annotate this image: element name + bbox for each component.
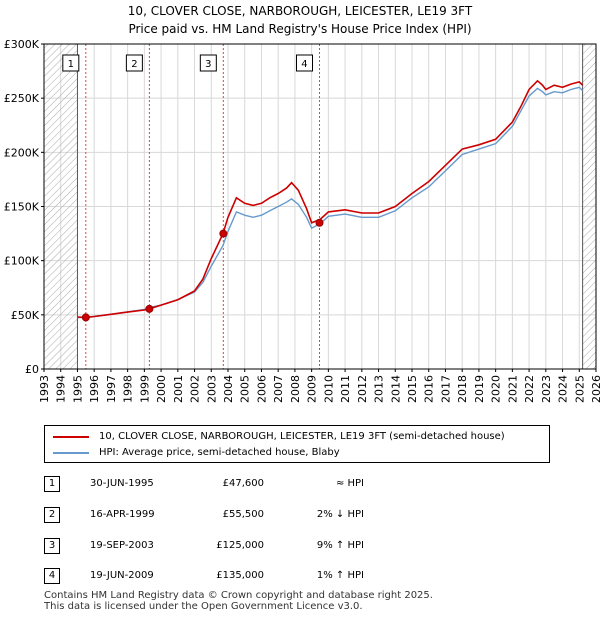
sale-point: [145, 304, 154, 313]
transaction-hpi: 1% ↑ HPI: [316, 570, 364, 581]
x-tick-label: 2020: [490, 375, 503, 403]
x-tick-label: 2011: [339, 375, 352, 403]
x-tick-label: 2007: [272, 375, 285, 403]
y-tick-label: £0: [25, 363, 39, 376]
transaction-hpi: 2% ↓ HPI: [316, 509, 364, 520]
x-tick-label: 2025: [573, 375, 586, 403]
marker-box: [295, 54, 313, 72]
price-chart: 1 2 3 4 £0 £50K £100K £150K £200K £250K £300K 1993 1…: [4, 38, 600, 403]
x-tick-label: 1993: [38, 375, 51, 403]
marker-box-label: 3: [205, 59, 211, 70]
x-tick-label: 2012: [356, 375, 369, 403]
marker-box: [199, 54, 217, 72]
transaction-hpi: 9% ↑ HPI: [316, 540, 364, 551]
x-tick-label: 2014: [389, 375, 402, 403]
x-tick-label: 2004: [222, 375, 235, 403]
x-tick-label: 2003: [205, 375, 218, 403]
transaction-row: 1 30-JUN-1995 £47,600 ≈ HPI: [44, 474, 564, 496]
x-tick-label: 2002: [189, 375, 202, 403]
x-tick-label: 2019: [473, 375, 486, 403]
x-tick-label: 1995: [71, 375, 84, 403]
transaction-row: 3 19-SEP-2003 £125,000 9% ↑ HPI: [44, 536, 564, 558]
x-tick-label: 2008: [289, 375, 302, 403]
transaction-price: £55,500: [222, 509, 264, 520]
x-tick-label: 1998: [122, 375, 135, 403]
marker-box: [62, 54, 80, 72]
transaction-row: 4 19-JUN-2009 £135,000 1% ↑ HPI: [44, 566, 564, 588]
y-tick-label: £50K: [11, 309, 40, 322]
transaction-number: 3: [44, 538, 60, 554]
sale-point: [219, 229, 228, 238]
transaction-date: 19-SEP-2003: [90, 540, 154, 551]
transaction-date: 30-JUN-1995: [90, 478, 154, 489]
footer-copyright: Contains HM Land Registry data © Crown c…: [44, 590, 433, 601]
hatched-region: [582, 44, 596, 369]
y-tick-label: £150K: [4, 201, 40, 214]
transaction-number: 1: [44, 476, 60, 492]
transaction-price: £47,600: [222, 478, 264, 489]
marker-box-label: 4: [301, 59, 307, 70]
legend-label-hpi: HPI: Average price, semi-detached house,…: [99, 447, 340, 458]
chart-title-line1: 10, CLOVER CLOSE, NARBOROUGH, LEICESTER,…: [127, 4, 473, 18]
x-tick-label: 2016: [423, 375, 436, 403]
sale-point: [81, 313, 90, 322]
marker-box: [125, 54, 143, 72]
legend-item-property: 10, CLOVER CLOSE, NARBOROUGH, LEICESTER,…: [53, 431, 505, 442]
x-tick-label: 1997: [105, 375, 118, 403]
transaction-number: 2: [44, 507, 60, 523]
footer: Contains HM Land Registry data © Crown c…: [44, 590, 433, 612]
y-tick-label: £100K: [4, 255, 40, 268]
x-tick-label: 2006: [255, 375, 268, 403]
x-tick-label: 2009: [306, 375, 319, 403]
legend-swatch-hpi: [53, 451, 89, 454]
footer-licence: This data is licensed under the Open Gov…: [44, 601, 363, 612]
x-tick-label: 2001: [172, 375, 185, 403]
x-tick-label: 2010: [322, 375, 335, 403]
x-tick-label: 2015: [406, 375, 419, 403]
x-tick-label: 2024: [557, 375, 570, 403]
property-price-line: [77, 79, 584, 319]
y-tick-label: £250K: [4, 92, 40, 105]
transaction-hpi: ≈ HPI: [335, 478, 364, 489]
y-tick-label: £200K: [4, 146, 40, 159]
marker-box-label: 1: [68, 59, 74, 70]
marker-box-label: 2: [131, 59, 137, 70]
transaction-price: £135,000: [216, 570, 264, 581]
hpi-line: [77, 86, 584, 319]
transaction-date: 19-JUN-2009: [90, 570, 154, 581]
legend-item-hpi: HPI: Average price, semi-detached house,…: [53, 447, 340, 458]
legend-swatch-property: [53, 435, 89, 438]
x-tick-label: 2017: [439, 375, 452, 403]
x-tick-label: 2005: [239, 375, 252, 403]
x-tick-label: 1994: [55, 375, 68, 403]
x-tick-label: 1999: [138, 375, 151, 403]
legend-label-property: 10, CLOVER CLOSE, NARBOROUGH, LEICESTER,…: [99, 431, 505, 442]
chart-title-line2: Price paid vs. HM Land Registry's House …: [128, 22, 472, 36]
x-tick-label: 2018: [456, 375, 469, 403]
x-tick-label: 2021: [506, 375, 519, 403]
transaction-date: 16-APR-1999: [90, 509, 155, 520]
x-tick-label: 1996: [88, 375, 101, 403]
transaction-number: 4: [44, 568, 60, 584]
transaction-price: £125,000: [216, 540, 264, 551]
hatched-region: [44, 44, 78, 369]
y-tick-label: £300K: [4, 38, 40, 51]
transaction-row: 2 16-APR-1999 £55,500 2% ↓ HPI: [44, 505, 564, 527]
x-tick-label: 2022: [523, 375, 536, 403]
legend: 10, CLOVER CLOSE, NARBOROUGH, LEICESTER,…: [44, 425, 550, 463]
x-tick-label: 2000: [155, 375, 168, 403]
sale-point: [315, 218, 324, 227]
x-tick-label: 2013: [373, 375, 386, 403]
x-tick-label: 2026: [590, 375, 600, 403]
x-tick-label: 2023: [540, 375, 553, 403]
